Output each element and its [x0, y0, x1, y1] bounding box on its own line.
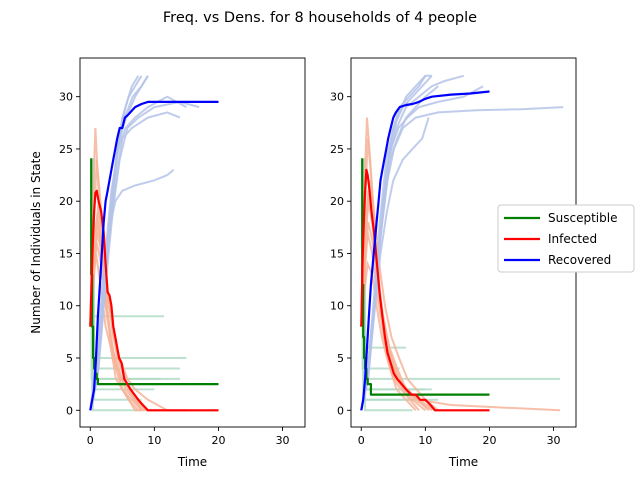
y-tick-label: 25 [330, 143, 344, 156]
x-tick-label: 10 [418, 434, 432, 447]
infected-mean-line [89, 189, 219, 412]
y-axis-label: Number of Individuals in State [29, 151, 43, 333]
axes-frame [79, 57, 306, 428]
x-tick-label: 30 [547, 434, 561, 447]
y-tick-label: 5 [337, 352, 344, 365]
y-tick-label: 0 [337, 404, 344, 417]
y-tick-label: 10 [59, 300, 73, 313]
y-tick-label: 20 [330, 195, 344, 208]
x-axis-label: Time [177, 455, 207, 469]
infected-realization-line-7 [360, 260, 420, 411]
y-tick-label: 20 [59, 195, 73, 208]
y-tick-label: 15 [59, 247, 73, 260]
x-tick-label: 0 [87, 434, 94, 447]
infected-mean-line [360, 168, 490, 412]
x-tick-label: 10 [147, 434, 161, 447]
recovered-mean-line [360, 90, 490, 411]
legend-frame [497, 204, 635, 273]
x-tick-label: 0 [358, 434, 365, 447]
legend-label-infected: Infected [548, 232, 597, 246]
legend-label-susceptible: Susceptible [548, 211, 617, 225]
x-tick-label: 20 [211, 434, 225, 447]
y-tick-label: 10 [330, 300, 344, 313]
left-plot: 0 10 20 30 0 5 10 15 20 25 30 Time Number of Individ… [29, 57, 306, 469]
legend: Susceptible Infected Recovered [497, 204, 635, 273]
y-tick-label: 25 [59, 143, 73, 156]
recovered-mean-line [89, 100, 219, 411]
recovered-realization-line-4 [89, 100, 200, 411]
figure-title: Freq. vs Dens. for 8 households of 4 peo… [163, 10, 477, 26]
plot-area [360, 74, 564, 412]
y-tick-label: 30 [59, 91, 73, 104]
y-tick-label: 0 [66, 404, 73, 417]
legend-label-recovered: Recovered [548, 253, 611, 267]
x-tick-label: 30 [276, 434, 290, 447]
x-axis-label: Time [448, 455, 478, 469]
plot-area [89, 75, 219, 412]
y-tick-label: 5 [66, 352, 73, 365]
x-tick-label: 20 [482, 434, 496, 447]
y-tick-label: 15 [330, 247, 344, 260]
y-tick-label: 30 [330, 91, 344, 104]
recovered-realization-line-7 [89, 75, 149, 411]
